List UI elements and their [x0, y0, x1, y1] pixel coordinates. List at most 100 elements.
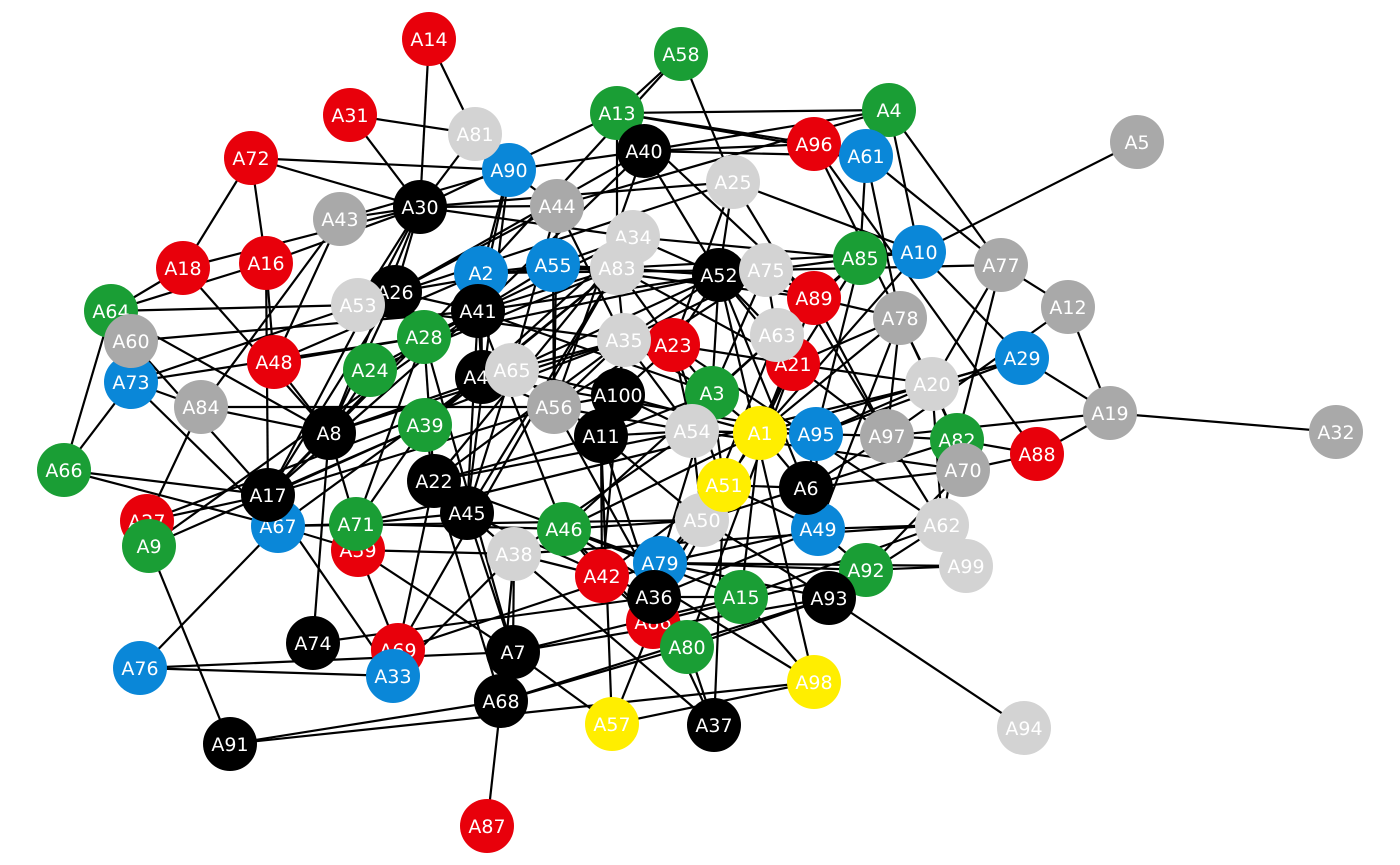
node-a44: A44 [530, 179, 584, 233]
node-a81: A81 [448, 107, 502, 161]
node-a29: A29 [995, 331, 1049, 385]
node-circle [833, 231, 887, 285]
edge-a77-a4 [888, 109, 1002, 266]
node-a77: A77 [974, 238, 1028, 292]
node-circle [936, 443, 990, 497]
node-circle [873, 291, 927, 345]
node-a74: A74 [286, 616, 340, 670]
node-a24: A24 [343, 343, 397, 397]
edge-a59-a7 [357, 549, 514, 653]
edge-a67-a76 [139, 525, 279, 669]
node-a19: A19 [1083, 386, 1137, 440]
node-a87: A87 [460, 799, 514, 853]
node-circle [474, 674, 528, 728]
edge-a96-a13 [616, 111, 815, 146]
edge-a41-a45 [465, 310, 480, 514]
node-circle [646, 318, 700, 372]
node-a98: A98 [787, 655, 841, 709]
edge-a41-a3 [477, 309, 713, 395]
node-circle [1041, 280, 1095, 334]
node-a18: A18 [156, 241, 210, 295]
edge-a28-a71 [354, 336, 426, 525]
node-circle [482, 143, 536, 197]
node-circle [687, 698, 741, 752]
edge-a19-a97 [886, 411, 1111, 438]
node-circle [527, 380, 581, 434]
node-circle [323, 88, 377, 142]
node-a94: A94 [997, 701, 1051, 755]
edge-a11-a22 [433, 434, 602, 483]
edge-a52-a98 [717, 274, 816, 683]
node-circle [537, 502, 591, 556]
node-a76: A76 [113, 641, 167, 695]
node-circle [224, 131, 278, 185]
node-circle [530, 179, 584, 233]
node-a14: A14 [402, 12, 456, 66]
node-circle [526, 238, 580, 292]
node-a70: A70 [936, 443, 990, 497]
node-a40: A40 [617, 124, 671, 178]
edge-a64-a66 [62, 310, 113, 471]
node-a52: A52 [692, 248, 746, 302]
node-circle [892, 225, 946, 279]
node-a28: A28 [397, 310, 451, 364]
node-circle [585, 697, 639, 751]
node-a41: A41 [451, 284, 505, 338]
node-a63: A63 [750, 308, 804, 362]
node-a43: A43 [313, 192, 367, 246]
edge-a95-a85 [814, 257, 862, 435]
edge-a64-a53 [110, 303, 359, 313]
node-a71: A71 [329, 497, 383, 551]
edge-a6-a52 [717, 274, 808, 489]
node-a91: A91 [203, 717, 257, 771]
node-circle [393, 180, 447, 234]
node-circle [750, 308, 804, 362]
edge-a30-a17 [267, 206, 421, 496]
node-a85: A85 [833, 231, 887, 285]
node-a16: A16 [239, 236, 293, 290]
node-circle [313, 192, 367, 246]
node-circle [156, 241, 210, 295]
edge-a34-a85 [632, 235, 861, 260]
node-circle [802, 571, 856, 625]
node-circle [779, 461, 833, 515]
node-circle [104, 355, 158, 409]
node-circle [574, 409, 628, 463]
node-circle [787, 117, 841, 171]
edge-a14-a30 [418, 38, 431, 208]
node-a20: A20 [905, 357, 959, 411]
node-circle [397, 310, 451, 364]
node-a96: A96 [787, 117, 841, 171]
node-a10: A10 [892, 225, 946, 279]
node-a45: A45 [440, 486, 494, 540]
node-a58: A58 [654, 27, 708, 81]
node-a80: A80 [660, 620, 714, 674]
node-a78: A78 [873, 291, 927, 345]
node-a54: A54 [665, 404, 719, 458]
node-a35: A35 [597, 313, 651, 367]
node-circle [627, 570, 681, 624]
edge-a22-a54 [433, 429, 693, 483]
node-circle [329, 497, 383, 551]
node-circle [241, 468, 295, 522]
node-a9: A9 [122, 519, 176, 573]
edge-a4-a40 [643, 108, 890, 153]
node-circle [286, 616, 340, 670]
edge-a90-a45 [465, 169, 511, 514]
edge-a61-a78 [864, 155, 902, 319]
node-a84: A84 [174, 380, 228, 434]
node-a61: A61 [839, 129, 893, 183]
node-circle [905, 357, 959, 411]
node-circle [448, 107, 502, 161]
node-a97: A97 [860, 409, 914, 463]
edge-a4-a13 [616, 108, 890, 115]
node-circle [486, 625, 540, 679]
node-circle [739, 243, 793, 297]
edge-a77-a82 [955, 264, 1003, 441]
node-a32: A32 [1309, 405, 1363, 459]
node-circle [591, 368, 645, 422]
node-a8: A8 [302, 406, 356, 460]
node-a48: A48 [247, 335, 301, 389]
node-circle [590, 86, 644, 140]
edge-a9-a91 [147, 545, 232, 745]
